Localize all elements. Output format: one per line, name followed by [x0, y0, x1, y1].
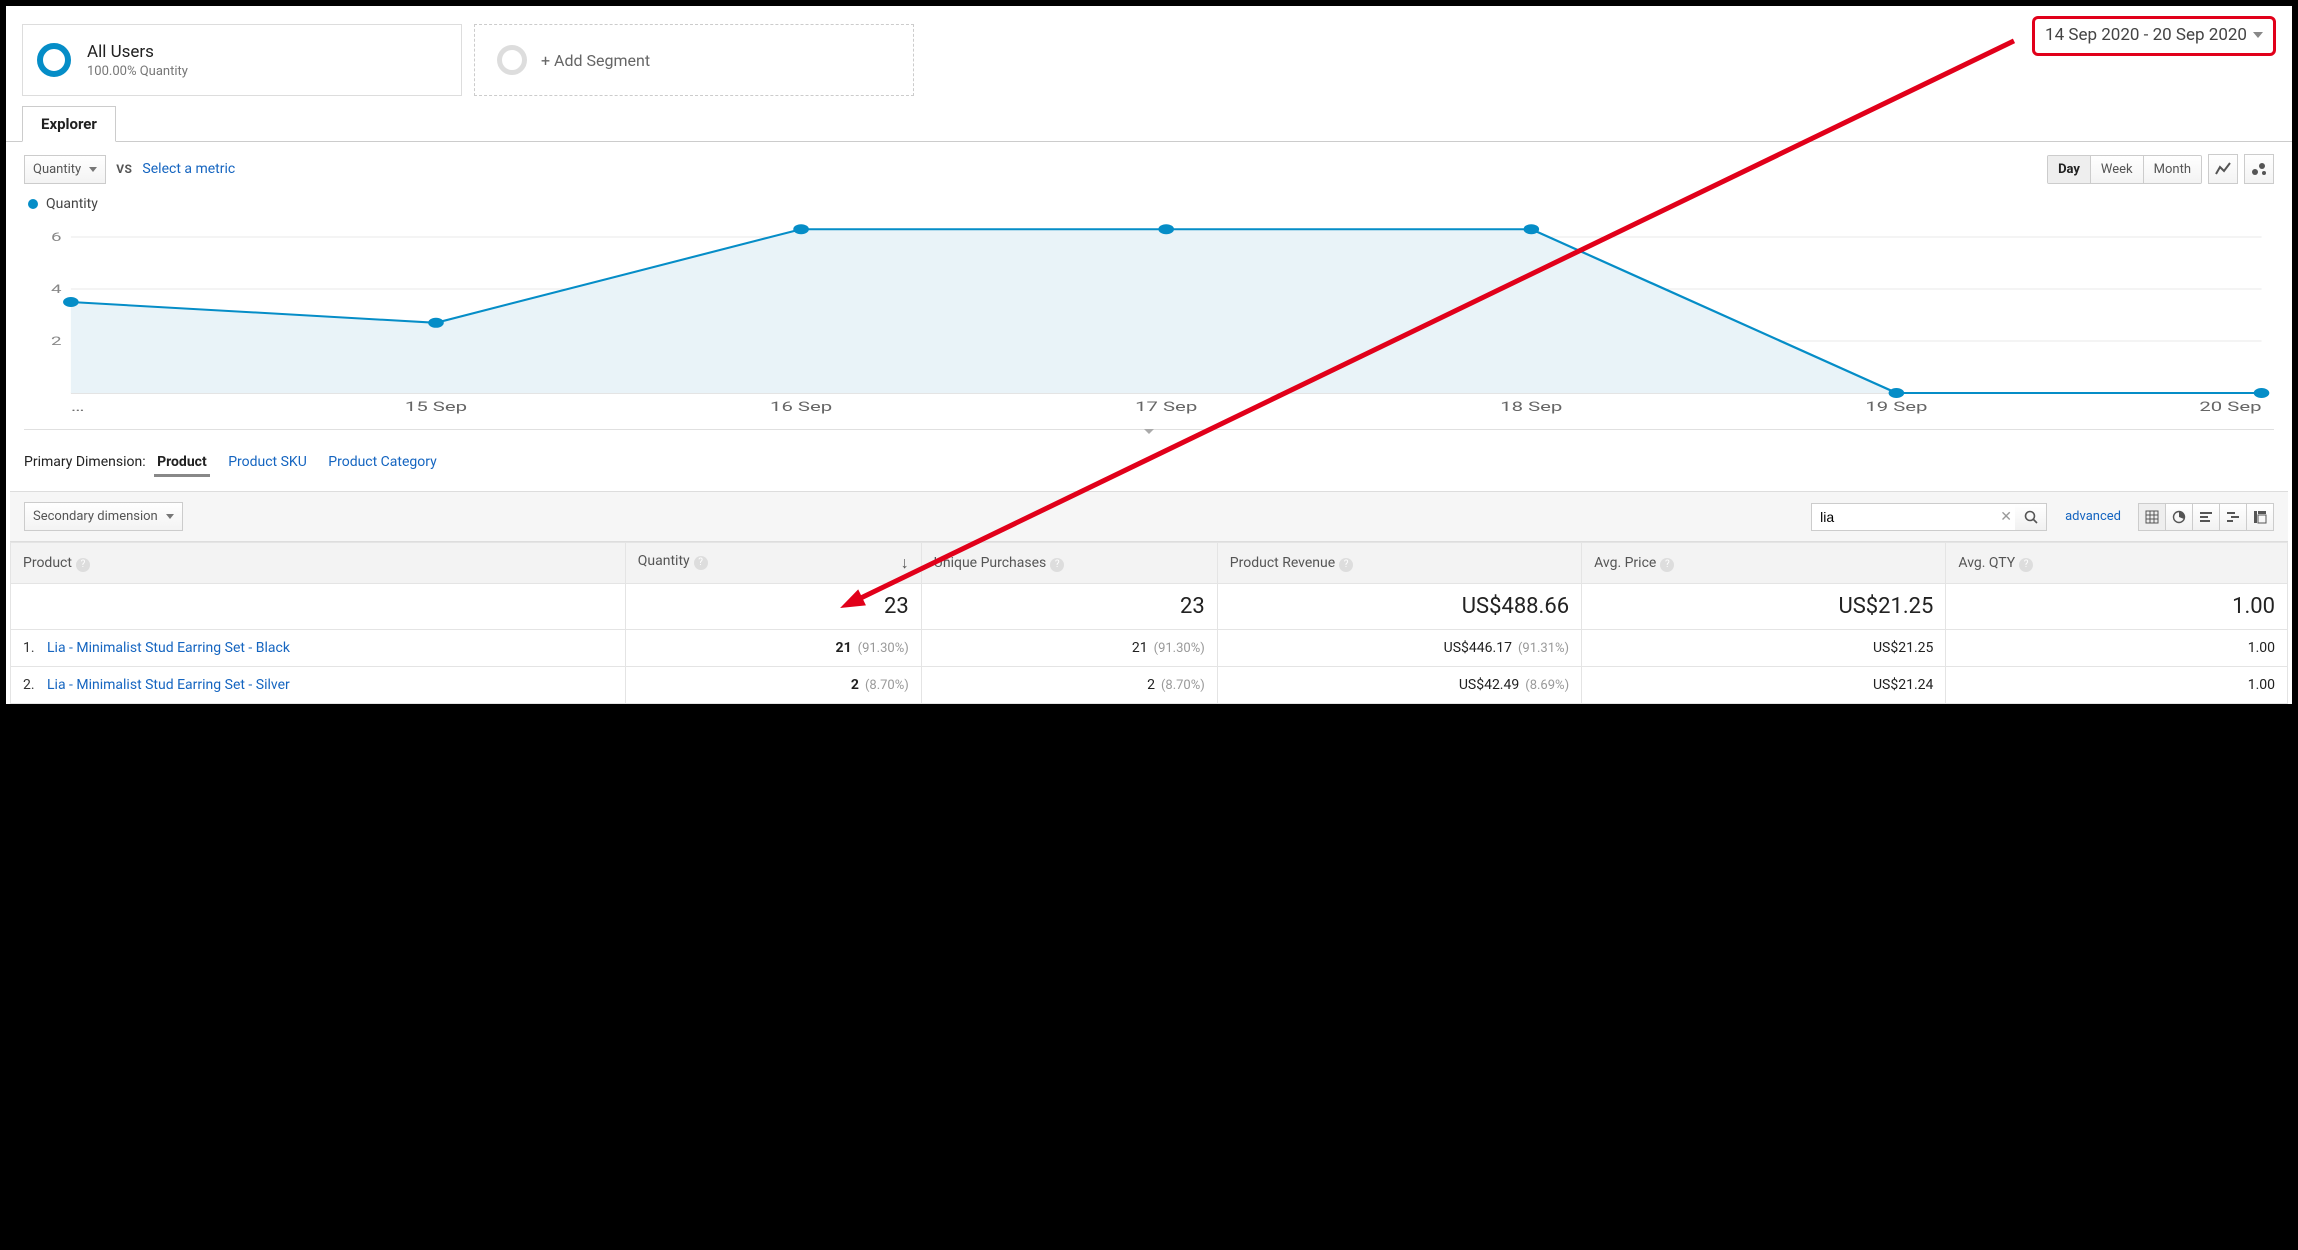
pivot-icon [2253, 510, 2267, 524]
search-button[interactable] [2015, 503, 2047, 531]
svg-text:2: 2 [51, 334, 62, 348]
dimension-sku[interactable]: Product SKU [228, 454, 307, 470]
tab-explorer[interactable]: Explorer [22, 106, 116, 142]
segment-subtitle: 100.00% Quantity [87, 64, 188, 79]
help-icon[interactable]: ? [2019, 558, 2033, 572]
col-avgqty-label: Avg. QTY [1958, 555, 2015, 571]
primary-metric-label: Quantity [33, 162, 81, 177]
bars-icon [2199, 510, 2213, 524]
caret-down-icon [2253, 32, 2263, 38]
svg-text:15 Sep: 15 Sep [405, 400, 467, 415]
view-mode-group [2139, 503, 2274, 531]
line-chart-icon [2215, 161, 2231, 177]
add-segment-ring-icon [497, 45, 527, 75]
dimension-row: Primary Dimension: Product Product SKU P… [6, 430, 2292, 485]
svg-text:17 Sep: 17 Sep [1135, 400, 1197, 415]
col-avgprice[interactable]: Avg. Price? [1582, 543, 1946, 584]
sort-desc-icon: ↓ [901, 553, 909, 573]
granularity-week[interactable]: Week [2091, 156, 2144, 183]
col-unique-label: Unique Purchases [934, 555, 1046, 571]
caret-down-icon [89, 167, 97, 172]
pie-icon [2172, 510, 2186, 524]
analytics-report: All Users 100.00% Quantity + Add Segment… [6, 6, 2292, 704]
vs-label: VS [116, 162, 132, 176]
date-range-picker[interactable]: 14 Sep 2020 - 20 Sep 2020 [2032, 16, 2276, 56]
product-table: Product? Quantity? ↓ Unique Purchases? Pr… [10, 542, 2288, 704]
dimension-active[interactable]: Product [157, 454, 207, 470]
svg-text:19 Sep: 19 Sep [1865, 400, 1927, 415]
drag-handle-icon[interactable] [1144, 429, 1154, 434]
col-unique[interactable]: Unique Purchases? [921, 543, 1217, 584]
table-row[interactable]: 2.Lia - Minimalist Stud Earring Set - Si… [11, 667, 2288, 704]
table-row[interactable]: 1.Lia - Minimalist Stud Earring Set - Bl… [11, 630, 2288, 667]
secondary-dimension-label: Secondary dimension [33, 509, 158, 524]
col-avgprice-label: Avg. Price [1594, 555, 1656, 571]
granularity-month[interactable]: Month [2144, 156, 2201, 183]
primary-metric-select[interactable]: Quantity [24, 155, 106, 184]
help-icon[interactable]: ? [694, 556, 708, 570]
svg-text:4: 4 [51, 282, 62, 296]
view-pie-button[interactable] [2165, 503, 2193, 531]
legend-dot-icon [28, 199, 38, 209]
product-link[interactable]: Lia - Minimalist Stud Earring Set - Silv… [47, 677, 290, 693]
col-quantity[interactable]: Quantity? ↓ [625, 543, 921, 584]
chart-legend: Quantity [6, 190, 2292, 216]
chart-type-line-button[interactable] [2208, 154, 2238, 184]
bubbles-icon [2251, 161, 2267, 177]
svg-text:20 Sep: 20 Sep [2199, 400, 2261, 415]
segment-title: All Users [87, 42, 188, 62]
date-range-text: 14 Sep 2020 - 20 Sep 2020 [2045, 25, 2247, 45]
search-input[interactable] [1811, 503, 2021, 531]
clear-search-icon[interactable]: ✕ [1997, 509, 2015, 525]
caret-down-icon [166, 514, 174, 519]
help-icon[interactable]: ? [1660, 558, 1674, 572]
col-product[interactable]: Product? [11, 543, 626, 584]
segment-row: All Users 100.00% Quantity + Add Segment… [6, 6, 2292, 102]
svg-text:6: 6 [51, 230, 62, 244]
chart-divider [24, 429, 2274, 430]
svg-text:16 Sep: 16 Sep [770, 400, 832, 415]
table-search: ✕ [1811, 503, 2047, 531]
metric-picker-row: Quantity VS Select a metric Day Week Mon… [6, 142, 2292, 190]
dimension-underline [154, 474, 210, 477]
table-header-row: Product? Quantity? ↓ Unique Purchases? Pr… [11, 543, 2288, 584]
svg-text:…: … [71, 400, 85, 415]
col-quantity-label: Quantity [638, 553, 690, 569]
secondary-dimension-select[interactable]: Secondary dimension [24, 502, 183, 531]
col-revenue[interactable]: Product Revenue? [1217, 543, 1581, 584]
col-product-label: Product [23, 555, 72, 571]
help-icon[interactable]: ? [1339, 558, 1353, 572]
help-icon[interactable]: ? [1050, 558, 1064, 572]
product-link[interactable]: Lia - Minimalist Stud Earring Set - Blac… [47, 640, 290, 656]
col-avgqty[interactable]: Avg. QTY? [1946, 543, 2288, 584]
line-chart[interactable]: 2 4 6 … 15 Sep 16 Sep 17 Sep 18 Sep 19 Sep 20 Sep [24, 220, 2274, 415]
compare-metric-link[interactable]: Select a metric [142, 161, 235, 177]
view-table-button[interactable] [2138, 503, 2166, 531]
segment-ring-icon [37, 43, 71, 77]
help-icon[interactable]: ? [76, 558, 90, 572]
table-icon [2145, 510, 2159, 524]
view-bar-button[interactable] [2192, 503, 2220, 531]
search-icon [2024, 510, 2038, 524]
advanced-link[interactable]: advanced [2065, 509, 2121, 524]
granularity-day[interactable]: Day [2048, 156, 2091, 183]
table-toolbar: Secondary dimension ✕ advanced [10, 491, 2288, 542]
legend-label: Quantity [46, 196, 98, 212]
granularity-group: Day Week Month [2047, 155, 2202, 184]
chart-area: 2 4 6 … 15 Sep 16 Sep 17 Sep 18 Sep 19 Sep 20 Sep [6, 216, 2292, 423]
col-revenue-label: Product Revenue [1230, 555, 1335, 571]
view-pivot-button[interactable] [2246, 503, 2274, 531]
dimension-label: Primary Dimension: [24, 454, 146, 470]
tab-row: Explorer [6, 106, 2292, 142]
view-comparison-button[interactable] [2219, 503, 2247, 531]
add-segment-button[interactable]: + Add Segment [474, 24, 914, 96]
segment-all-users[interactable]: All Users 100.00% Quantity [22, 24, 462, 96]
dimension-category[interactable]: Product Category [328, 454, 437, 470]
totals-row: 2323US$488.66US$21.251.00 [11, 584, 2288, 630]
svg-text:18 Sep: 18 Sep [1500, 400, 1562, 415]
add-segment-label: + Add Segment [541, 51, 650, 70]
chart-type-motion-button[interactable] [2244, 154, 2274, 184]
comparison-icon [2226, 510, 2240, 524]
